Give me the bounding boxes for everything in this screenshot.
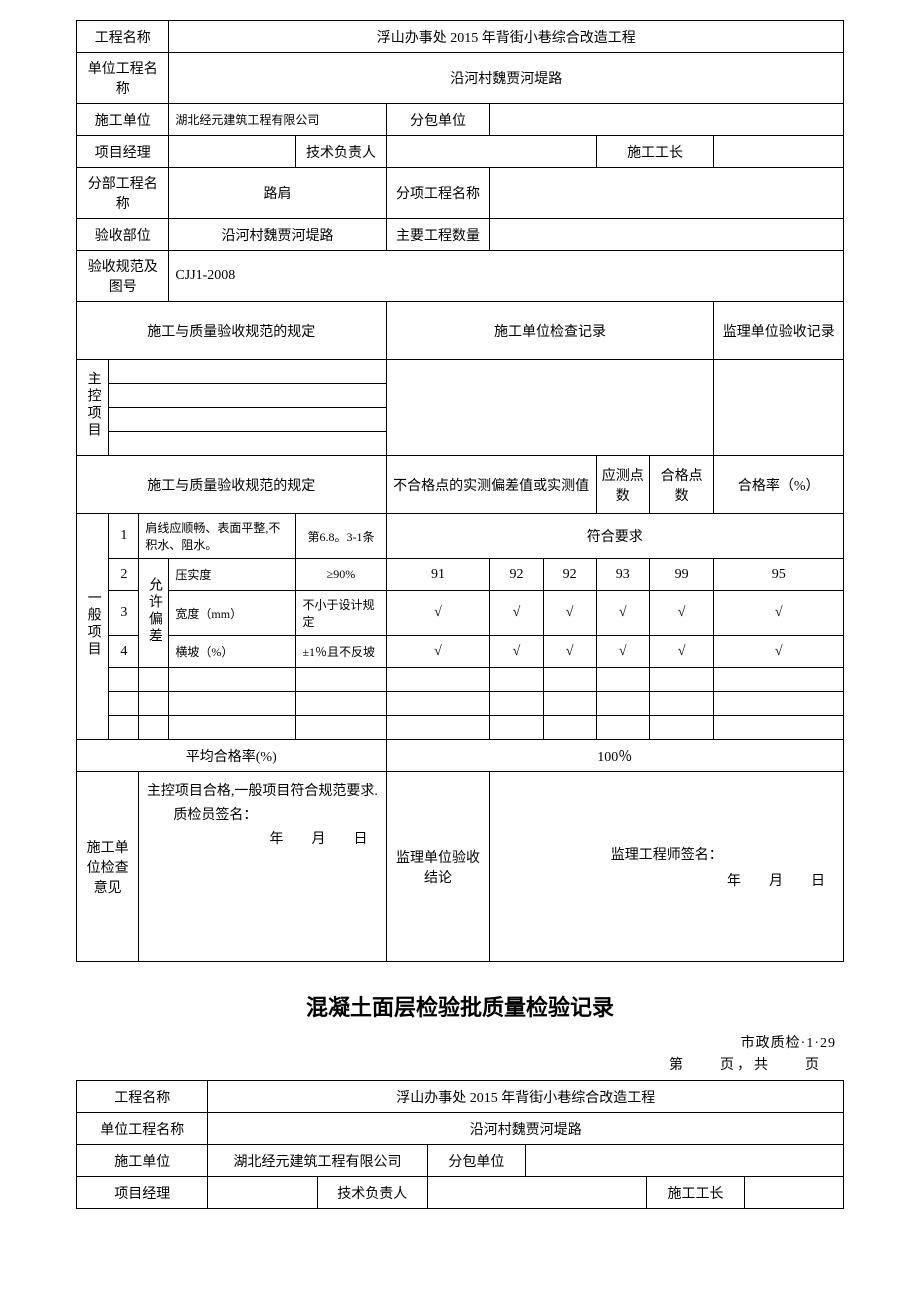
section-general: 一般项目 xyxy=(77,514,109,740)
value-construction-unit: 湖北经元建筑工程有限公司 xyxy=(169,104,386,136)
label-deviation: 允许偏差 xyxy=(139,559,169,668)
row3-d4: √ xyxy=(649,591,714,636)
row4-d0: √ xyxy=(386,636,490,668)
label-tech: 技术负责人 xyxy=(296,136,386,168)
row4-d2: √ xyxy=(543,636,596,668)
row4-d3: √ xyxy=(596,636,649,668)
row3-d5: √ xyxy=(714,591,844,636)
row3-d3: √ xyxy=(596,591,649,636)
inspection-table-1: 工程名称 浮山办事处 2015 年背街小巷综合改造工程 单位工程名称 沿河村魏贾… xyxy=(76,20,844,962)
header-should: 应测点数 xyxy=(596,456,649,514)
row2-d3: 93 xyxy=(596,559,649,591)
row4-d1: √ xyxy=(490,636,543,668)
value-foreman xyxy=(714,136,844,168)
label-pm: 项目经理 xyxy=(77,136,169,168)
t2-label-foreman: 施工工长 xyxy=(646,1177,745,1209)
t2-label-unit: 单位工程名称 xyxy=(77,1113,208,1145)
t2-value-unit: 沿河村魏贾河堤路 xyxy=(208,1113,844,1145)
value-unit-project: 沿河村魏贾河堤路 xyxy=(169,53,844,104)
doc-code: 市政质检·1·29 xyxy=(76,1032,836,1052)
row3-d2: √ xyxy=(543,591,596,636)
row3-d0: √ xyxy=(386,591,490,636)
label-foreman: 施工工长 xyxy=(596,136,714,168)
row3-num: 3 xyxy=(109,591,139,636)
value-subcontract xyxy=(490,104,844,136)
t2-label-project: 工程名称 xyxy=(77,1081,208,1113)
value-accept-part: 沿河村魏贾河堤路 xyxy=(169,219,386,251)
label-opinion1: 施工单位检查意见 xyxy=(77,772,139,962)
row1-num: 1 xyxy=(109,514,139,559)
label-construction-unit: 施工单位 xyxy=(77,104,169,136)
t2-label-construction: 施工单位 xyxy=(77,1145,208,1177)
row3-text: 宽度（mm） xyxy=(169,591,296,636)
row3-d1: √ xyxy=(490,591,543,636)
header-spec-req: 施工与质量验收规范的规定 xyxy=(77,302,387,360)
row4-d4: √ xyxy=(649,636,714,668)
row1-std: 第6.8。3-1条 xyxy=(296,514,386,559)
t2-value-construction: 湖北经元建筑工程有限公司 xyxy=(208,1145,427,1177)
t2-value-project: 浮山办事处 2015 年背街小巷综合改造工程 xyxy=(208,1081,844,1113)
row4-d5: √ xyxy=(714,636,844,668)
opinion2-body: 监理工程师签名： 年 月 日 xyxy=(490,772,844,962)
row4-std: ±1％且不反坡 xyxy=(296,636,386,668)
t2-label-pm: 项目经理 xyxy=(77,1177,208,1209)
header-pass: 合格点数 xyxy=(649,456,714,514)
header-rate: 合格率（%） xyxy=(714,456,844,514)
row2-d2: 92 xyxy=(543,559,596,591)
t2-value-foreman xyxy=(745,1177,844,1209)
value-spec: CJJ1-2008 xyxy=(169,251,844,302)
header-deviation: 不合格点的实测偏差值或实测值 xyxy=(386,456,596,514)
label-division: 分部工程名称 xyxy=(77,168,169,219)
row4-text: 横坡（%） xyxy=(169,636,296,668)
row4-num: 4 xyxy=(109,636,139,668)
row2-text: 压实度 xyxy=(169,559,296,591)
t2-label-tech: 技术负责人 xyxy=(318,1177,428,1209)
label-avg-rate: 平均合格率(%) xyxy=(77,740,387,772)
title-concrete-record: 混凝土面层检验批质量检验记录 xyxy=(76,990,844,1022)
row2-d0: 91 xyxy=(386,559,490,591)
t2-value-sub xyxy=(526,1145,844,1177)
header-check-record: 施工单位检查记录 xyxy=(386,302,714,360)
label-opinion2: 监理单位验收结论 xyxy=(386,772,490,962)
opinion1-body: 主控项目合格,一般项目符合规范要求. 质检员签名： 年 月 日 xyxy=(139,772,386,962)
value-avg-rate: 100％ xyxy=(386,740,843,772)
value-pm xyxy=(169,136,296,168)
section-main-control: 主控项目 xyxy=(77,360,109,456)
value-main-qty xyxy=(490,219,844,251)
value-project-name: 浮山办事处 2015 年背街小巷综合改造工程 xyxy=(169,21,844,53)
row1-result: 符合要求 xyxy=(386,514,843,559)
label-main-qty: 主要工程数量 xyxy=(386,219,490,251)
row2-d1: 92 xyxy=(490,559,543,591)
label-unit-project: 单位工程名称 xyxy=(77,53,169,104)
t2-label-sub: 分包单位 xyxy=(427,1145,526,1177)
label-subdivision: 分项工程名称 xyxy=(386,168,490,219)
label-project-name: 工程名称 xyxy=(77,21,169,53)
page-indicator: 第 页，共 页 xyxy=(76,1054,822,1074)
row1-text: 肩线应顺畅、表面平整,不积水、阻水。 xyxy=(139,514,296,559)
header-supervise-record: 监理单位验收记录 xyxy=(714,302,844,360)
value-tech xyxy=(386,136,596,168)
label-subcontract: 分包单位 xyxy=(386,104,490,136)
inspection-table-2: 工程名称 浮山办事处 2015 年背街小巷综合改造工程 单位工程名称 沿河村魏贾… xyxy=(76,1080,844,1209)
row2-d5: 95 xyxy=(714,559,844,591)
value-division: 路肩 xyxy=(169,168,386,219)
label-accept-part: 验收部位 xyxy=(77,219,169,251)
t2-value-pm xyxy=(208,1177,318,1209)
row2-num: 2 xyxy=(109,559,139,591)
value-subdivision xyxy=(490,168,844,219)
t2-value-tech xyxy=(427,1177,646,1209)
label-spec: 验收规范及图号 xyxy=(77,251,169,302)
row2-d4: 99 xyxy=(649,559,714,591)
row2-std: ≥90% xyxy=(296,559,386,591)
header-spec-req2: 施工与质量验收规范的规定 xyxy=(77,456,387,514)
row3-std: 不小于设计规定 xyxy=(296,591,386,636)
